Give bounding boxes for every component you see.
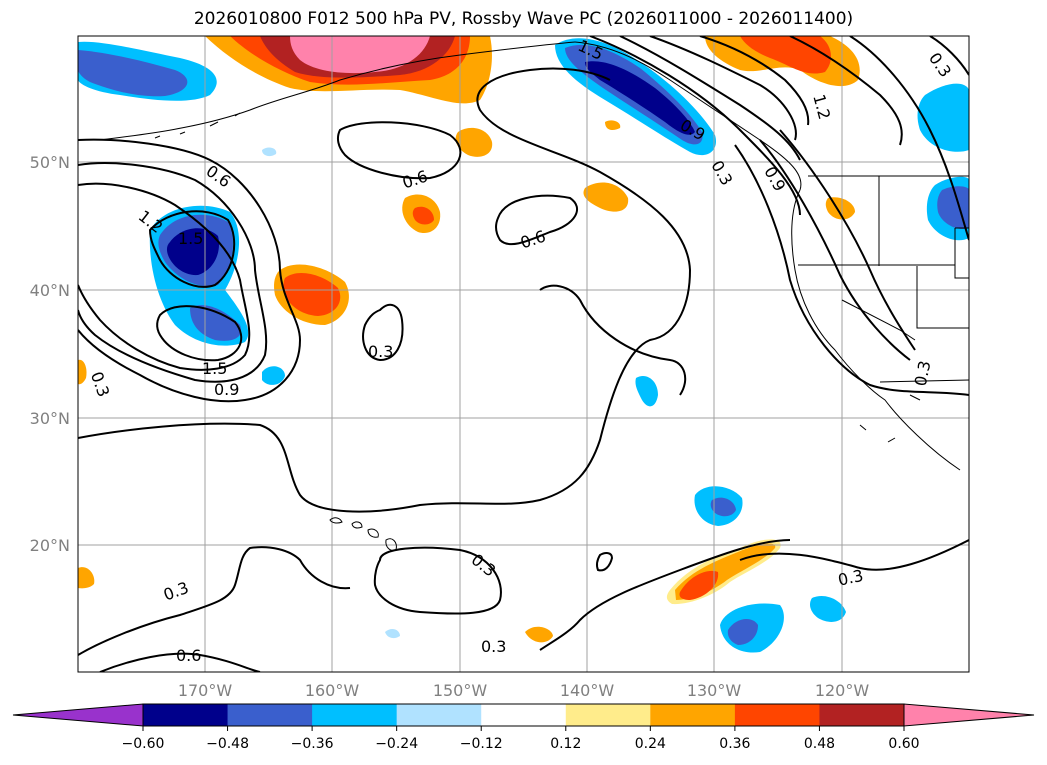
positive-anomaly (605, 120, 621, 130)
graticule (78, 36, 969, 672)
colorbar-tick-label: −0.48 (206, 736, 249, 752)
colorbar-tick-label: 0.24 (635, 736, 666, 752)
coastlines (99, 41, 969, 551)
negative-anomaly (810, 595, 846, 622)
lon-label-130w: 130°W (687, 681, 742, 700)
colorbar-tick-label: −0.24 (375, 736, 418, 752)
latitude-labels: 50°N 40°N 30°N 20°N (30, 153, 70, 555)
negative-anomaly (585, 61, 695, 135)
pv-contours (78, 36, 969, 672)
positive-anomaly (525, 626, 553, 643)
lon-label-120w: 120°W (815, 681, 870, 700)
colorbar-swatch (227, 704, 313, 726)
negative-anomaly (937, 186, 969, 230)
contour-label: 1.5 (178, 229, 203, 248)
colorbar-tick-label: −0.60 (122, 736, 165, 752)
lat-label-30n: 30°N (30, 409, 70, 428)
colorbar-swatch (143, 704, 229, 726)
positive-anomaly (455, 127, 493, 157)
negative-anomaly (262, 147, 277, 157)
positive-anomaly (290, 36, 430, 74)
negative-anomaly (710, 497, 736, 517)
colorbar-tick-label: −0.12 (460, 736, 503, 752)
contour-label: 0.3 (481, 637, 506, 656)
contour-label: 0.6 (176, 646, 201, 665)
map-title: 2026010800 F012 500 hPa PV, Rossby Wave … (193, 9, 854, 29)
colorbar-swatch (819, 704, 905, 726)
positive-anomaly (412, 206, 434, 225)
colorbar-tick-label: 0.36 (719, 736, 750, 752)
colorbar-swatch (396, 704, 482, 726)
longitude-labels: 170°W 160°W 150°W 140°W 130°W 120°W (178, 681, 870, 700)
lat-label-20n: 20°N (30, 536, 70, 555)
contour-label: 1.5 (202, 359, 227, 378)
contour-label: 0.3 (836, 566, 865, 590)
colorbar-tick-label: 0.48 (804, 736, 835, 752)
colorbar-swatch (650, 704, 736, 726)
colorbar-extend-max (903, 703, 1035, 727)
colorbar-tick-label: −0.36 (291, 736, 334, 752)
positive-anomaly (78, 567, 95, 589)
colorbar-swatch (734, 704, 820, 726)
colorbar-tick-label: 0.60 (888, 736, 919, 752)
map-frame (77, 35, 970, 673)
lon-label-140w: 140°W (560, 681, 615, 700)
negative-anomaly (635, 375, 658, 407)
colorbar: −0.60 −0.48 −0.36 −0.24 −0.12 0.12 0.24 0.36 0.4… (12, 703, 1035, 752)
colorbar-extend-min (12, 703, 144, 727)
contour-label: 0.9 (214, 380, 239, 399)
lat-label-40n: 40°N (30, 281, 70, 300)
map-area: 0.6 1.2 1.5 0.6 0.6 1.5 0.9 0.3 0.3 0.3 … (78, 36, 969, 672)
negative-anomaly (190, 305, 242, 341)
negative-anomaly (78, 50, 188, 97)
colorbar-swatch (481, 704, 567, 726)
negative-anomaly (385, 629, 400, 639)
negative-anomaly (727, 618, 758, 645)
colorbar-swatch (312, 704, 398, 726)
positive-anomaly (583, 182, 629, 212)
colorbar-tick-label: 0.12 (550, 736, 581, 752)
lon-label-170w: 170°W (178, 681, 233, 700)
contour-label: 0.3 (911, 359, 935, 388)
positive-anomaly (679, 570, 719, 600)
negative-anomaly (166, 228, 220, 276)
contour-label: 0.3 (368, 342, 393, 361)
lat-label-50n: 50°N (30, 153, 70, 172)
negative-anomaly (262, 366, 285, 385)
lon-label-150w: 150°W (433, 681, 488, 700)
negative-anomaly (917, 83, 969, 152)
positive-anomaly (78, 359, 87, 385)
lon-label-160w: 160°W (305, 681, 360, 700)
positive-anomaly (283, 273, 341, 316)
colorbar-frame (142, 703, 905, 727)
colorbar-swatch (565, 704, 651, 726)
